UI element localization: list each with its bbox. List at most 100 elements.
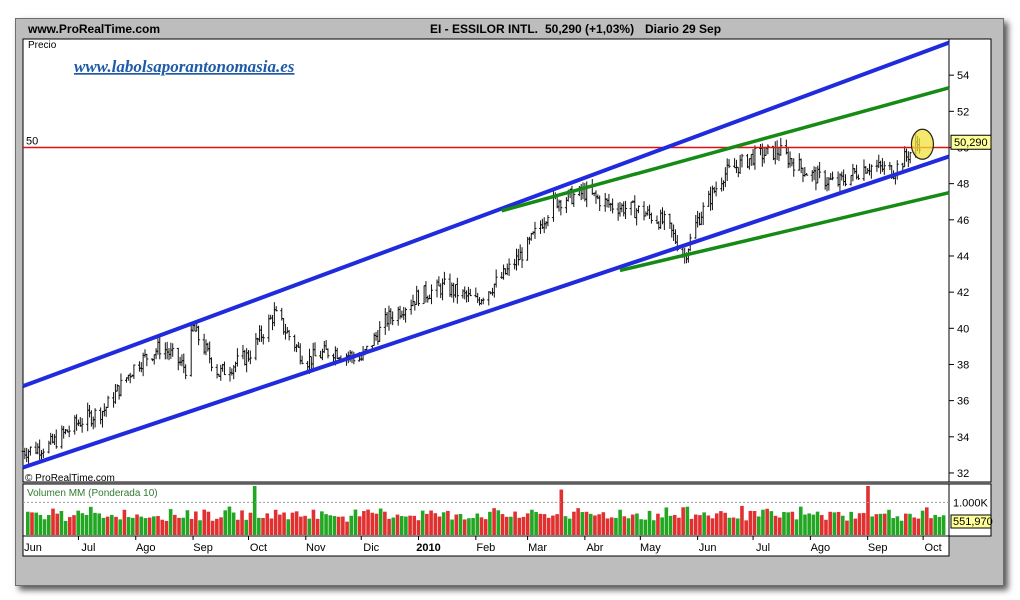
volume-bar xyxy=(748,510,753,535)
volume-bar xyxy=(307,518,312,535)
volume-bar xyxy=(878,513,883,535)
volume-bar xyxy=(530,509,534,535)
volume-bar xyxy=(525,513,530,535)
volume-bar xyxy=(895,516,900,535)
volume-bar xyxy=(26,511,30,535)
volume-bar xyxy=(819,515,824,535)
volume-bar xyxy=(408,515,412,535)
volume-bar xyxy=(290,512,295,535)
trend-top-line xyxy=(501,86,950,213)
volume-bar xyxy=(210,520,215,535)
volume-bar xyxy=(672,514,677,535)
volume-bar xyxy=(110,514,114,535)
volume-bar xyxy=(635,513,639,535)
volume-last-value: 551,970 xyxy=(953,516,993,528)
volume-bar xyxy=(576,508,580,535)
volume-bar xyxy=(273,509,278,535)
volume-bar xyxy=(563,516,568,535)
volume-bar xyxy=(101,517,106,535)
x-tick-label: Oct xyxy=(925,542,942,554)
volume-bar xyxy=(861,512,866,535)
volume-bar xyxy=(765,508,769,535)
volume-bar xyxy=(853,518,858,535)
volume-bar xyxy=(420,510,425,535)
x-tick-label: Jun xyxy=(699,542,717,554)
watermark-link[interactable]: www.labolsaporantonomasia.es xyxy=(74,57,295,76)
volume-bar xyxy=(643,519,648,535)
x-tick-label: Feb xyxy=(476,542,495,554)
volume-bar xyxy=(685,506,690,535)
volume-bar xyxy=(68,517,72,535)
volume-bar xyxy=(811,514,816,535)
volume-bar xyxy=(559,489,564,535)
volume-bar xyxy=(605,518,610,535)
volume-bar xyxy=(429,510,433,535)
volume-bar xyxy=(202,509,207,535)
volume-bar xyxy=(916,518,921,535)
volume-bar xyxy=(437,516,442,535)
volume-bar xyxy=(714,513,719,535)
volume-bar xyxy=(723,512,727,535)
volume-bar xyxy=(370,512,375,535)
volume-bar xyxy=(777,517,782,535)
credit-label: © ProRealTime.com xyxy=(25,473,115,484)
volume-bar xyxy=(710,518,715,535)
volume-bar xyxy=(59,511,64,535)
volume-bar xyxy=(189,518,194,535)
y-tick-label: 42 xyxy=(957,287,969,299)
volume-bar xyxy=(265,513,270,535)
x-tick-label: Dic xyxy=(363,542,379,554)
volume-bar xyxy=(769,511,774,535)
volume-bar xyxy=(143,518,148,535)
volume-bar xyxy=(761,509,765,535)
x-tick-label: Nov xyxy=(306,542,326,554)
y-tick-label: 32 xyxy=(957,468,969,480)
last-value-label: 50,290 xyxy=(954,137,988,149)
volume-bar xyxy=(517,517,522,535)
volume-bar xyxy=(240,510,244,535)
volume-bar xyxy=(147,517,152,535)
y-tick-label: 54 xyxy=(957,70,969,82)
volume-bar xyxy=(857,513,862,535)
volume-bar xyxy=(139,516,144,535)
volume-bar xyxy=(513,511,517,535)
volume-bar xyxy=(97,513,102,535)
volume-bar xyxy=(698,515,702,535)
volume-bar xyxy=(441,512,446,535)
volume-bar xyxy=(387,518,391,535)
volume-bar xyxy=(735,518,740,535)
volume-bar xyxy=(756,516,761,535)
volume-bar xyxy=(378,508,383,535)
volume-bar xyxy=(345,521,349,535)
volume-bar xyxy=(194,511,198,535)
volume-bar xyxy=(357,516,362,535)
x-tick-label: May xyxy=(640,542,661,554)
volume-bar xyxy=(425,513,429,535)
volume-last-box xyxy=(950,514,992,529)
volume-bar xyxy=(618,509,622,535)
volume-bar xyxy=(341,516,345,535)
volume-bar xyxy=(840,515,845,535)
volume-bar xyxy=(399,516,404,535)
volume-bar xyxy=(719,511,723,535)
volume-bar xyxy=(937,516,942,535)
volume-bar xyxy=(681,507,685,535)
volume-bar xyxy=(248,512,253,535)
volume-bar xyxy=(328,515,333,535)
instrument-label: EI - ESSILOR INTL. xyxy=(430,22,539,36)
volume-bar xyxy=(588,513,593,535)
volume-bar xyxy=(404,516,408,535)
volume-bar xyxy=(496,510,501,535)
volume-bar xyxy=(504,516,509,535)
volume-bar xyxy=(30,512,34,535)
volume-bar xyxy=(34,512,39,535)
volume-bar xyxy=(899,520,904,535)
volume-bar xyxy=(206,511,211,535)
last-change-label: 50,290 (+1,03%) xyxy=(545,22,635,36)
volume-bar xyxy=(668,515,673,535)
channel-top-line xyxy=(22,40,950,389)
volume-bar xyxy=(252,486,257,535)
volume-bar xyxy=(261,517,265,535)
volume-bar xyxy=(891,518,895,535)
volume-bar xyxy=(126,517,131,535)
